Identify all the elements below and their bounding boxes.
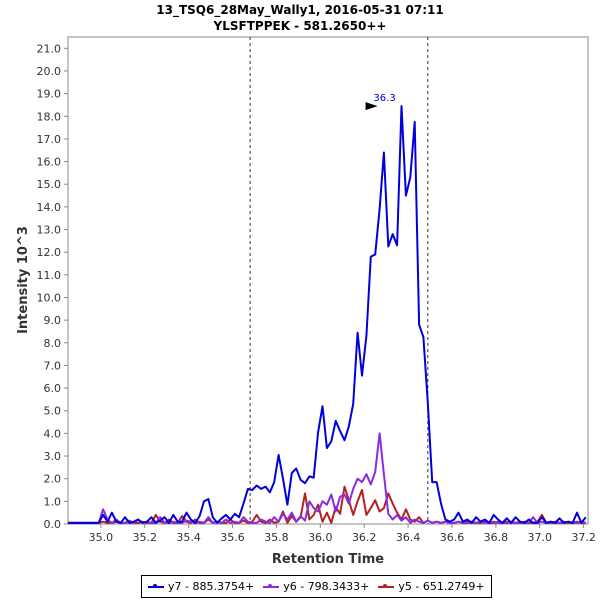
x-tick-label: 36.8 [484, 531, 509, 544]
y-tick-label: 6.0 [44, 382, 62, 395]
y-tick-label: 9.0 [44, 314, 62, 327]
x-tick-label: 37.2 [571, 531, 596, 544]
chart-legend: y7 - 885.3754+ y6 - 798.3433+ y5 - 651.274… [141, 575, 492, 598]
y-tick-label: 11.0 [37, 269, 62, 282]
x-tick-label: 36.0 [308, 531, 333, 544]
y-tick-label: 8.0 [44, 337, 62, 350]
y-tick-label: 3.0 [44, 450, 62, 463]
y-tick-label: 12.0 [37, 246, 62, 259]
legend-swatch [378, 583, 395, 588]
y-tick-label: 0.0 [44, 518, 62, 531]
y-tick-label: 10.0 [37, 291, 62, 304]
legend-item: y6 - 798.3433+ [263, 580, 369, 593]
y-tick-label: 21.0 [37, 42, 62, 55]
y-tick-label: 13.0 [37, 224, 62, 237]
legend-label: y5 - 651.2749+ [398, 580, 485, 593]
y-tick-label: 7.0 [44, 359, 62, 372]
chart-subtitle: YLSFTPPEK - 581.2650++ [213, 19, 387, 33]
y-tick-label: 5.0 [44, 405, 62, 418]
legend-label: y6 - 798.3433+ [283, 580, 370, 593]
plot-frame [67, 36, 589, 525]
plot-area: 0.0 1.0 2.0 3.0 4.0 5.0 6.0 7.0 8.0 9.0 10.0 11.0 12… [37, 36, 596, 544]
legend-item: y7 - 885.3754+ [148, 580, 254, 593]
x-tick-label: 36.4 [396, 531, 421, 544]
peak-marker-arrow [365, 102, 378, 111]
x-tick-label: 35.4 [176, 531, 201, 544]
legend-swatch [263, 583, 280, 588]
chart-title: 13_TSQ6_28May_Wally1, 2016-05-31 07:11 [156, 3, 443, 18]
y-tick-label: 16.0 [37, 156, 62, 169]
legend-label: y7 - 885.3754+ [168, 580, 255, 593]
x-tick-label: 35.6 [220, 531, 245, 544]
series-line-y7 [68, 105, 587, 524]
y-tick-label: 4.0 [44, 427, 62, 440]
x-axis-label: Retention Time [272, 552, 384, 567]
y-axis-label: Intensity 10^3 [16, 226, 31, 334]
y-tick-label: 1.0 [44, 495, 62, 508]
x-tick-label: 37.0 [527, 531, 552, 544]
peak-label: 36.3 [373, 93, 395, 104]
x-tick-label: 36.6 [440, 531, 465, 544]
y-tick-label: 20.0 [37, 65, 62, 78]
y-tick-label: 14.0 [37, 201, 62, 214]
y-tick-label: 17.0 [37, 133, 62, 146]
x-tick-label: 35.8 [264, 531, 289, 544]
y-tick-label: 19.0 [37, 88, 62, 101]
x-tick-label: 35.0 [89, 531, 114, 544]
y-tick-label: 2.0 [44, 473, 62, 486]
y-tick-label: 15.0 [37, 178, 62, 191]
legend-swatch [148, 583, 164, 588]
x-tick-label: 35.2 [133, 531, 158, 544]
legend-item: y5 - 651.2749+ [378, 580, 485, 593]
x-tick-label: 36.2 [352, 531, 377, 544]
y-tick-label: 18.0 [37, 110, 62, 123]
